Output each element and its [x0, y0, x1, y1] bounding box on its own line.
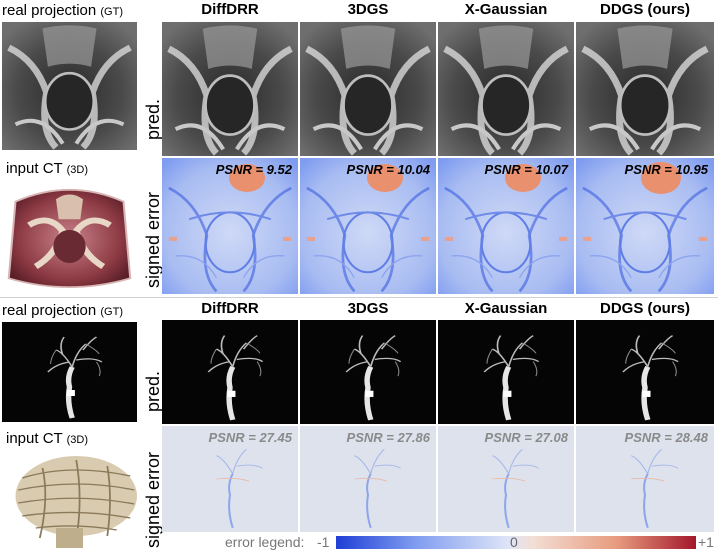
- gt-suffix: (GT): [100, 306, 123, 318]
- psnr-value: PSNR = 10.07: [484, 162, 568, 177]
- method-title: X-Gaussian: [464, 1, 548, 18]
- psnr-value: PSNR = 27.86: [346, 430, 430, 445]
- pred-image: [300, 320, 436, 424]
- error-map: PSNR = 27.86: [300, 426, 436, 532]
- gt-label-text: real projection: [2, 302, 97, 319]
- method-title: DDGS (ours): [600, 300, 690, 317]
- psnr-value: PSNR = 27.45: [208, 430, 292, 445]
- legend-max: +1: [698, 534, 714, 550]
- psnr-value: PSNR = 28.48: [624, 430, 708, 445]
- psnr-value: PSNR = 9.52: [215, 162, 292, 177]
- ct-volume-bottom: [2, 448, 137, 548]
- ct-label-bottom: input CT (3D): [6, 430, 88, 447]
- error-map: PSNR = 27.45: [162, 426, 298, 532]
- psnr-value: PSNR = 10.95: [624, 162, 708, 177]
- ct-suffix: (3D): [66, 164, 88, 176]
- legend-label: error legend:: [225, 534, 305, 550]
- method-title: X-Gaussian: [464, 300, 548, 317]
- pred-image: [162, 320, 298, 424]
- method-title: 3DGS: [347, 300, 389, 317]
- error-colorbar: [336, 536, 696, 549]
- gt-label-text: real projection: [2, 2, 97, 19]
- pred-image: [438, 22, 574, 156]
- error-map: PSNR = 10.07: [438, 158, 574, 294]
- pred-image: [576, 22, 714, 156]
- gt-image-bottom: [2, 322, 137, 422]
- method-title: DDGS (ours): [600, 1, 690, 18]
- gt-image-top: [2, 22, 137, 150]
- gt-label-bottom: real projection (GT): [2, 302, 123, 319]
- pred-image: [162, 22, 298, 156]
- section-divider: [0, 297, 718, 298]
- pred-image: [576, 320, 714, 424]
- error-map: PSNR = 27.08: [438, 426, 574, 532]
- legend-mid: 0: [510, 534, 518, 550]
- error-row-label-bottom: signed error: [143, 451, 163, 548]
- error-map: PSNR = 10.04: [300, 158, 436, 294]
- psnr-value: PSNR = 27.08: [484, 430, 568, 445]
- legend-min: -1: [317, 534, 330, 550]
- psnr-value: PSNR = 10.04: [346, 162, 430, 177]
- method-title: DiffDRR: [201, 1, 259, 18]
- pred-image: [438, 320, 574, 424]
- pred-row-label-top: pred.: [143, 98, 163, 140]
- ct-volume-top: [2, 178, 137, 296]
- error-map: PSNR = 28.48: [576, 426, 714, 532]
- ct-label-top: input CT (3D): [6, 160, 88, 177]
- error-map: PSNR = 9.52: [162, 158, 298, 294]
- pred-row-label-bottom: pred.: [143, 370, 163, 412]
- error-row-label-top: signed error: [143, 191, 163, 288]
- gt-suffix: (GT): [100, 6, 123, 18]
- ct-label-text: input CT: [6, 430, 63, 447]
- ct-suffix: (3D): [66, 434, 88, 446]
- method-title: DiffDRR: [201, 300, 259, 317]
- pred-image: [300, 22, 436, 156]
- method-title: 3DGS: [347, 1, 389, 18]
- gt-label-top: real projection (GT): [2, 2, 123, 19]
- error-map: PSNR = 10.95: [576, 158, 714, 294]
- ct-label-text: input CT: [6, 160, 63, 177]
